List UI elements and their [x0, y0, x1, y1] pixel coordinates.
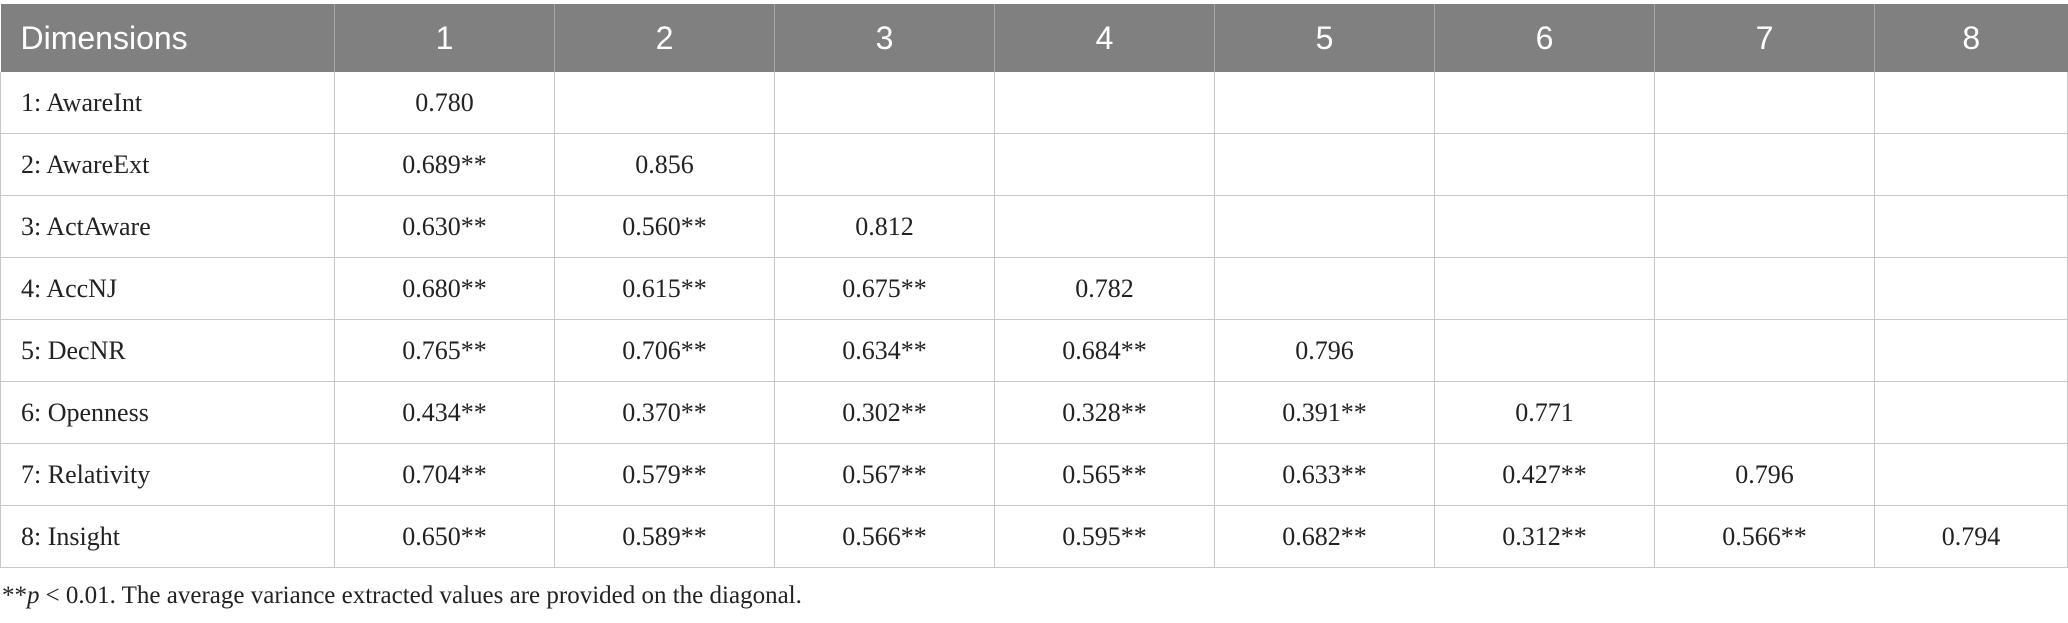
row-label: 6: Openness: [0, 381, 335, 444]
header-cell: 4: [994, 4, 1215, 72]
empty-cell: [1874, 72, 2068, 134]
header-cell: 6: [1434, 4, 1655, 72]
footnote: **p < 0.01. The average variance extracte…: [2, 582, 802, 610]
empty-cell: [1654, 195, 1875, 258]
header-cell: 8: [1874, 4, 2068, 72]
header-cell: 7: [1654, 4, 1875, 72]
empty-cell: [1874, 257, 2068, 320]
header-cell: 5: [1214, 4, 1435, 72]
empty-cell: [1874, 381, 2068, 444]
table-cell: 0.634**: [774, 319, 995, 382]
empty-cell: [1434, 319, 1655, 382]
table-cell: 0.312**: [1434, 505, 1655, 568]
empty-cell: [1434, 195, 1655, 258]
table-row: 4: AccNJ 0.680** 0.615** 0.675** 0.782: [0, 257, 2068, 320]
table-cell: 0.682**: [1214, 505, 1435, 568]
table-cell: 0.579**: [554, 443, 775, 506]
row-label: 4: AccNJ: [0, 257, 335, 320]
table-cell: 0.706**: [554, 319, 775, 382]
table-row: 8: Insight 0.650** 0.589** 0.566** 0.595** 0.…: [0, 505, 2068, 568]
table-row: 1: AwareInt 0.780: [0, 72, 2068, 134]
empty-cell: [1874, 195, 2068, 258]
empty-cell: [994, 195, 1215, 258]
table-cell: 0.856: [554, 133, 775, 196]
table-cell: 0.565**: [994, 443, 1215, 506]
header-row: Dimensions 1 2 3 4 5 6 7 8: [0, 4, 2068, 72]
table-cell: 0.689**: [334, 133, 555, 196]
empty-cell: [1434, 133, 1655, 196]
table-cell: 0.780: [334, 72, 555, 134]
empty-cell: [994, 72, 1215, 134]
empty-cell: [1874, 133, 2068, 196]
table-cell: 0.589**: [554, 505, 775, 568]
table-cell: 0.630**: [334, 195, 555, 258]
table-cell: 0.370**: [554, 381, 775, 444]
table-cell: 0.567**: [774, 443, 995, 506]
empty-cell: [1214, 72, 1435, 134]
table-row: 7: Relativity 0.704** 0.579** 0.567** 0.565*…: [0, 443, 2068, 506]
table-cell: 0.566**: [1654, 505, 1875, 568]
footnote-text: < 0.01. The average variance extracted v…: [45, 582, 802, 609]
footnote-symbol: p: [27, 582, 40, 609]
table-body: 1: AwareInt 0.780 2: AwareExt 0.689** 0.856 3…: [0, 72, 2068, 568]
table-cell: 0.633**: [1214, 443, 1435, 506]
header-cell: Dimensions: [0, 4, 335, 72]
table-cell: 0.566**: [774, 505, 995, 568]
row-label: 3: ActAware: [0, 195, 335, 258]
table-row: 3: ActAware 0.630** 0.560** 0.812: [0, 195, 2068, 258]
table-cell: 0.427**: [1434, 443, 1655, 506]
empty-cell: [1654, 319, 1875, 382]
row-label: 5: DecNR: [0, 319, 335, 382]
row-label: 1: AwareInt: [0, 72, 335, 134]
empty-cell: [774, 133, 995, 196]
table-cell: 0.704**: [334, 443, 555, 506]
header-cell: 1: [334, 4, 555, 72]
empty-cell: [1214, 257, 1435, 320]
table-cell: 0.595**: [994, 505, 1215, 568]
table-cell: 0.615**: [554, 257, 775, 320]
empty-cell: [554, 72, 775, 134]
empty-cell: [1654, 72, 1875, 134]
empty-cell: [1434, 257, 1655, 320]
table-cell: 0.302**: [774, 381, 995, 444]
empty-cell: [1214, 195, 1435, 258]
table-cell: 0.684**: [994, 319, 1215, 382]
empty-cell: [994, 133, 1215, 196]
row-label: 7: Relativity: [0, 443, 335, 506]
empty-cell: [1654, 257, 1875, 320]
table-cell: 0.650**: [334, 505, 555, 568]
empty-cell: [1874, 443, 2068, 506]
table-cell: 0.675**: [774, 257, 995, 320]
table-row: 6: Openness 0.434** 0.370** 0.302** 0.328** 0…: [0, 381, 2068, 444]
table-cell: 0.796: [1654, 443, 1875, 506]
header-cell: 3: [774, 4, 995, 72]
table-cell: 0.794: [1874, 505, 2068, 568]
footnote-marker: **: [2, 582, 27, 609]
table-cell: 0.560**: [554, 195, 775, 258]
table-cell: 0.812: [774, 195, 995, 258]
table-cell: 0.771: [1434, 381, 1655, 444]
empty-cell: [1434, 72, 1655, 134]
empty-cell: [1874, 319, 2068, 382]
table-cell: 0.765**: [334, 319, 555, 382]
row-label: 8: Insight: [0, 505, 335, 568]
correlation-table: Dimensions 1 2 3 4 5 6 7 8 1: AwareInt 0.780 2: Aw…: [0, 4, 2068, 568]
table-row: 2: AwareExt 0.689** 0.856: [0, 133, 2068, 196]
empty-cell: [1214, 133, 1435, 196]
table-cell: 0.328**: [994, 381, 1215, 444]
table-cell: 0.680**: [334, 257, 555, 320]
header-cell: 2: [554, 4, 775, 72]
empty-cell: [774, 72, 995, 134]
empty-cell: [1654, 381, 1875, 444]
table-cell: 0.782: [994, 257, 1215, 320]
table-cell: 0.796: [1214, 319, 1435, 382]
table-cell: 0.391**: [1214, 381, 1435, 444]
table-cell: 0.434**: [334, 381, 555, 444]
table-row: 5: DecNR 0.765** 0.706** 0.634** 0.684** 0.79…: [0, 319, 2068, 382]
row-label: 2: AwareExt: [0, 133, 335, 196]
empty-cell: [1654, 133, 1875, 196]
